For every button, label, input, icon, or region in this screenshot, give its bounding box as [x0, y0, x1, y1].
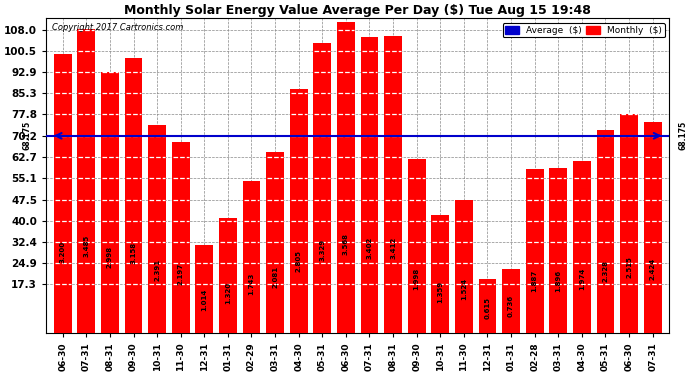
- Bar: [313, 43, 331, 333]
- Text: 0.615: 0.615: [484, 297, 491, 319]
- Bar: [101, 72, 119, 333]
- Text: 68.175: 68.175: [23, 121, 32, 150]
- Text: 2.081: 2.081: [272, 266, 278, 288]
- Text: 2.515: 2.515: [626, 256, 632, 278]
- Bar: [54, 54, 72, 333]
- Text: 1.524: 1.524: [461, 278, 467, 300]
- Bar: [266, 152, 284, 333]
- Text: 3.568: 3.568: [343, 233, 349, 255]
- Bar: [172, 142, 190, 333]
- Text: 3.402: 3.402: [366, 237, 373, 259]
- Text: 1.359: 1.359: [437, 281, 443, 303]
- Bar: [337, 22, 355, 333]
- Bar: [620, 114, 638, 333]
- Bar: [361, 37, 378, 333]
- Text: 3.329: 3.329: [319, 238, 325, 261]
- Text: 3.200: 3.200: [60, 241, 66, 263]
- Text: 2.424: 2.424: [650, 258, 656, 280]
- Text: Copyright 2017 Cartronics.com: Copyright 2017 Cartronics.com: [52, 23, 184, 32]
- Legend: Average  ($), Monthly  ($): Average ($), Monthly ($): [502, 23, 664, 38]
- Bar: [125, 58, 142, 333]
- Bar: [597, 130, 614, 333]
- Bar: [526, 169, 544, 333]
- Text: 1.014: 1.014: [201, 289, 207, 311]
- Text: 1.743: 1.743: [248, 273, 255, 295]
- Bar: [502, 269, 520, 333]
- Bar: [219, 218, 237, 333]
- Text: 3.412: 3.412: [390, 237, 396, 259]
- Text: 2.328: 2.328: [602, 260, 609, 282]
- Bar: [77, 30, 95, 333]
- Text: 1.998: 1.998: [414, 267, 420, 290]
- Bar: [479, 279, 496, 333]
- Bar: [644, 122, 662, 333]
- Text: 1.974: 1.974: [579, 268, 585, 290]
- Bar: [384, 36, 402, 333]
- Bar: [455, 200, 473, 333]
- Bar: [549, 168, 567, 333]
- Text: 0.736: 0.736: [508, 295, 514, 317]
- Text: 2.805: 2.805: [296, 250, 302, 272]
- Bar: [243, 181, 260, 333]
- Title: Monthly Solar Energy Value Average Per Day ($) Tue Aug 15 19:48: Monthly Solar Energy Value Average Per D…: [124, 4, 591, 17]
- Text: 68.175: 68.175: [679, 121, 688, 150]
- Bar: [290, 89, 308, 333]
- Text: 3.485: 3.485: [83, 235, 89, 257]
- Text: 1.320: 1.320: [225, 282, 231, 304]
- Text: 2.391: 2.391: [154, 259, 160, 281]
- Bar: [431, 214, 449, 333]
- Bar: [408, 159, 426, 333]
- Text: 2.197: 2.197: [178, 263, 184, 285]
- Text: 3.158: 3.158: [130, 242, 137, 264]
- Bar: [573, 161, 591, 333]
- Bar: [148, 125, 166, 333]
- Bar: [195, 245, 213, 333]
- Text: 1.887: 1.887: [532, 270, 538, 292]
- Text: 2.998: 2.998: [107, 246, 113, 268]
- Text: 1.896: 1.896: [555, 270, 561, 292]
